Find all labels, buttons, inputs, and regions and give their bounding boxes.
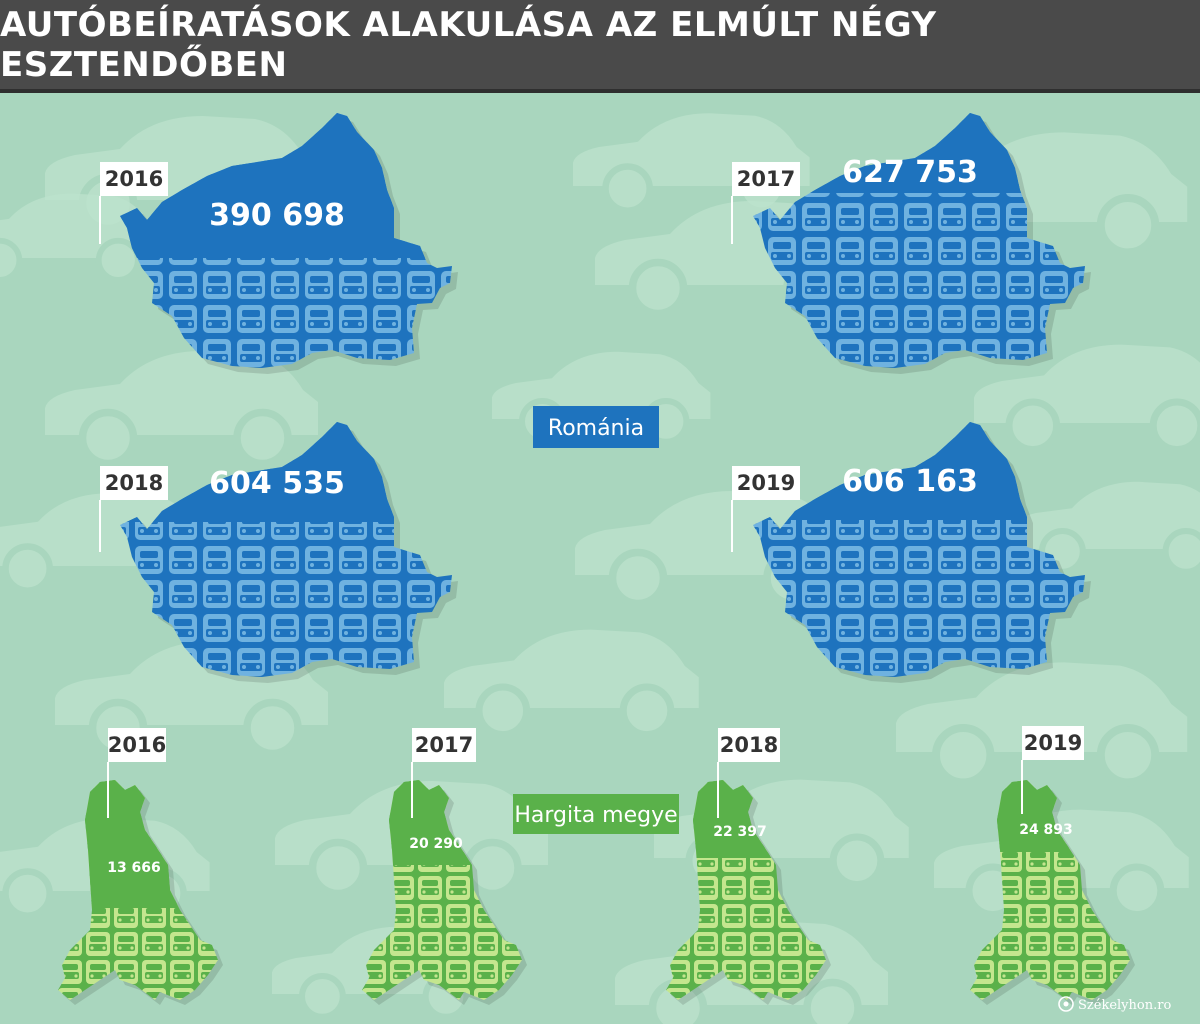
hargita-section: Hargita megye [513, 794, 679, 834]
map-pin-icon [99, 466, 168, 552]
value-label-hargita-2017: 20 290 [409, 836, 463, 852]
car-icon [573, 113, 810, 211]
value-label-romania-2016: 390 698 [209, 198, 345, 233]
car-icon [896, 662, 1187, 782]
romania-map-2017: 2017 627 753 [731, 113, 1091, 374]
hargita-map-2016: 2016 13 666 [58, 728, 223, 1005]
map-pin-icon [731, 466, 800, 552]
map-pin-icon [1021, 726, 1084, 814]
year-label-hargita-2017: 2017 [415, 733, 473, 757]
hargita-map-2018: 2018 22 397 [666, 728, 831, 1005]
year-label-romania-2017: 2017 [737, 167, 795, 191]
value-label-hargita-2016: 13 666 [107, 860, 161, 876]
year-label-romania-2018: 2018 [105, 471, 163, 495]
car-icon [654, 780, 909, 885]
value-label-romania-2017: 627 753 [842, 155, 978, 190]
hargita-map-2017: 2017 20 290 [362, 728, 527, 1005]
map-pin-icon [99, 162, 168, 244]
hargita-map-2019: 2019 24 893 [970, 726, 1135, 1005]
hargita-label: Hargita megye [514, 803, 677, 828]
section-label-hargita: Hargita megye [513, 794, 679, 834]
value-label-hargita-2019: 24 893 [1019, 822, 1073, 838]
map-pin-icon [717, 728, 780, 818]
year-label-hargita-2019: 2019 [1024, 731, 1082, 755]
site-logo-icon [1058, 996, 1074, 1012]
credit-text: Székelyhon.ro [1078, 998, 1171, 1013]
romania-map-2019: 2019 606 163 [731, 422, 1091, 683]
map-pin-icon [107, 728, 166, 818]
romania-label: Románia [548, 416, 644, 441]
map-pin-icon [731, 162, 800, 244]
year-label-hargita-2018: 2018 [720, 733, 778, 757]
page-title: AUTÓBEÍRATÁSOK ALAKULÁSA AZ ELMÚLT NÉGY … [0, 4, 937, 85]
title-bar: AUTÓBEÍRATÁSOK ALAKULÁSA AZ ELMÚLT NÉGY … [0, 0, 1200, 93]
car-icon [444, 630, 699, 735]
year-label-romania-2016: 2016 [105, 167, 163, 191]
map-pin-icon [411, 728, 476, 818]
year-label-hargita-2016: 2016 [108, 733, 166, 757]
value-label-romania-2019: 606 163 [842, 464, 978, 499]
value-label-hargita-2018: 22 397 [713, 824, 767, 840]
romania-section: Románia [533, 406, 659, 448]
romania-map-2018: 2018 604 535 [99, 422, 458, 683]
value-label-romania-2018: 604 535 [209, 466, 345, 501]
section-label-romania: Románia [533, 406, 659, 448]
year-label-romania-2019: 2019 [737, 471, 795, 495]
romania-map-2016: 2016 390 698 [99, 113, 458, 374]
credit: Székelyhon.ro [1058, 996, 1171, 1013]
